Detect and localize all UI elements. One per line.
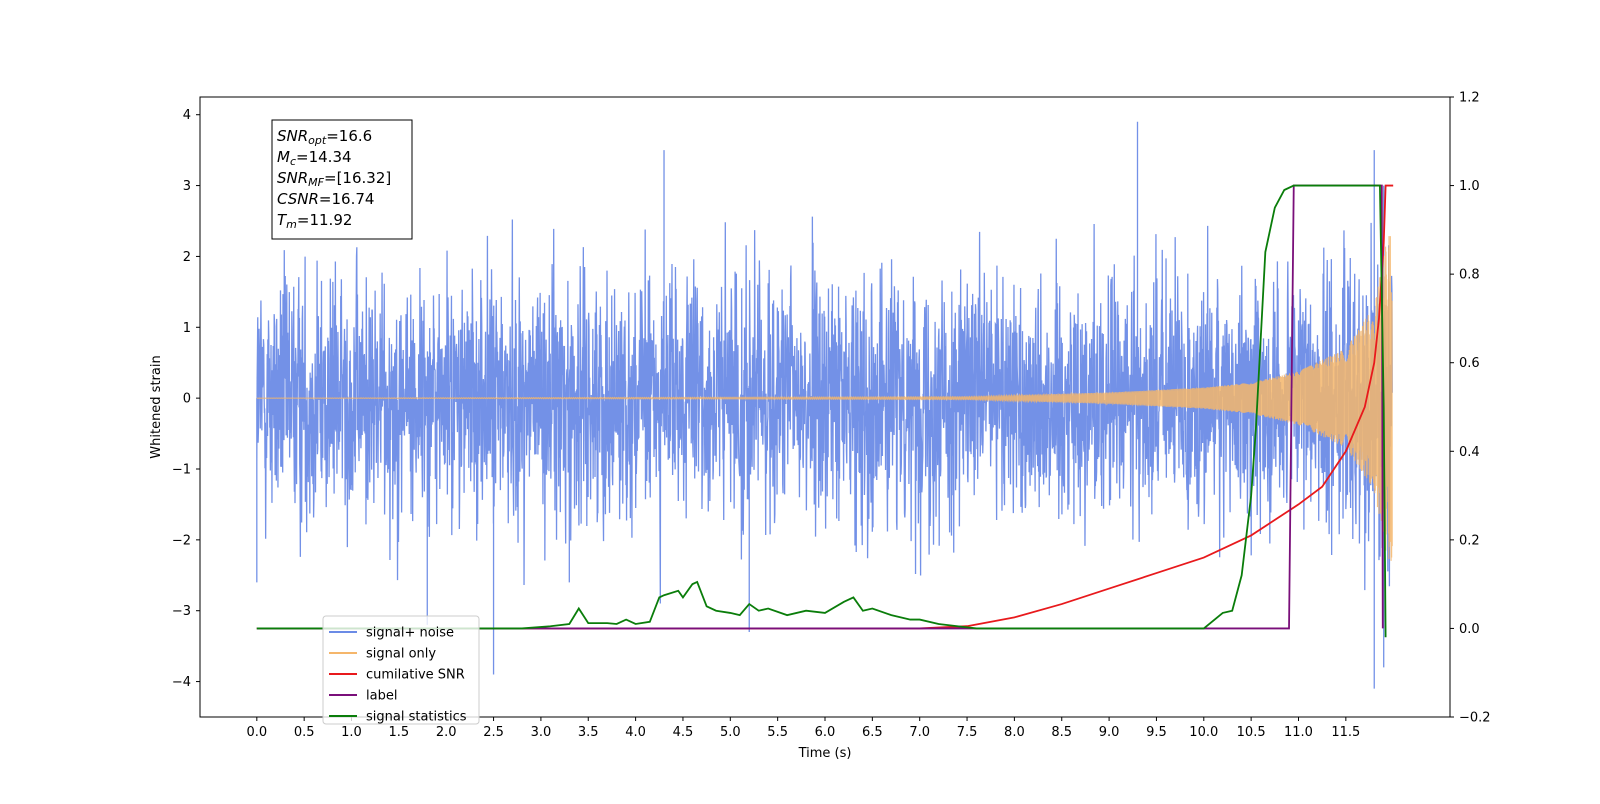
y-axis-label: Whitened strain bbox=[149, 355, 164, 458]
annotation-line: Tm=11.92 bbox=[277, 211, 352, 231]
x-tick-label: 8.0 bbox=[1004, 725, 1025, 740]
annotation-box: SNRopt=16.6Mc=14.34SNRMF=[16.32]CSNR=16.… bbox=[271, 119, 413, 240]
x-tick-label: 6.0 bbox=[815, 725, 836, 740]
legend-label: label bbox=[366, 689, 397, 704]
y2-tick-label: 0.4 bbox=[1459, 445, 1480, 460]
legend: signal+ noise signal only cumilative SNR la… bbox=[322, 615, 480, 725]
x-tick-label: 8.5 bbox=[1051, 725, 1072, 740]
y-tick-label: 2 bbox=[183, 250, 191, 265]
y2-tick-label: 1.2 bbox=[1459, 91, 1480, 106]
y2-tick-label: 0.2 bbox=[1459, 533, 1480, 548]
x-tick-label: 1.0 bbox=[341, 725, 362, 740]
x-tick-label: 9.5 bbox=[1146, 725, 1167, 740]
x-tick-label: 7.0 bbox=[909, 725, 930, 740]
y-tick-label: −1 bbox=[172, 463, 191, 478]
y-tick-label: 3 bbox=[183, 179, 191, 194]
x-tick-label: 1.5 bbox=[389, 725, 410, 740]
legend-signal-statistics: signal statistics bbox=[366, 710, 467, 725]
x-tick-label: 5.5 bbox=[767, 725, 788, 740]
y2-tick-label: 1.0 bbox=[1459, 179, 1480, 194]
annotation-line: CSNR=16.74 bbox=[277, 190, 374, 208]
x-tick-label: 4.5 bbox=[673, 725, 694, 740]
x-tick-label: 11.5 bbox=[1331, 725, 1360, 740]
y2-tick-label: −0.2 bbox=[1459, 711, 1491, 726]
y-tick-label: −4 bbox=[172, 675, 191, 690]
x-tick-label: 7.5 bbox=[957, 725, 978, 740]
x-tick-label: 11.0 bbox=[1284, 725, 1313, 740]
y-tick-label: 0 bbox=[183, 392, 191, 407]
series-signal-noise bbox=[256, 121, 1393, 689]
x-tick-label: 10.5 bbox=[1237, 725, 1266, 740]
axis-layer: 0.0 0.5 1.0 1.5 2.0 2.5 3.0 3.5 4.0 4.5 5.0 5.5 6.0 6… bbox=[172, 91, 1491, 741]
y-tick-label: −3 bbox=[172, 604, 191, 619]
annotation-line: SNRMF=[16.32] bbox=[277, 169, 391, 189]
annotation-line: Mc=14.34 bbox=[277, 148, 352, 168]
x-tick-label: 4.0 bbox=[625, 725, 646, 740]
y-tick-label: 1 bbox=[183, 321, 191, 336]
y2-tick-label: 0.8 bbox=[1459, 268, 1480, 283]
series-cumulative-snr bbox=[256, 184, 1394, 630]
y2-tick-label: 0.6 bbox=[1459, 356, 1480, 371]
legend-signal-noise: signal+ noise bbox=[366, 626, 454, 641]
x-tick-label: 6.5 bbox=[862, 725, 883, 740]
series-layer bbox=[256, 121, 1394, 689]
x-tick-label: 2.0 bbox=[436, 725, 457, 740]
x-tick-label: 0.0 bbox=[246, 725, 267, 740]
x-tick-label: 2.5 bbox=[483, 725, 504, 740]
y2-tick-label: 0.0 bbox=[1459, 622, 1480, 637]
series-signal-statistics bbox=[256, 184, 1387, 638]
legend-signal-only: signal only bbox=[366, 647, 436, 662]
x-tick-label: 3.5 bbox=[578, 725, 599, 740]
y-tick-label: −2 bbox=[172, 533, 191, 548]
annotation-line: SNRopt=16.6 bbox=[277, 127, 372, 147]
x-axis-label: Time (s) bbox=[798, 746, 852, 761]
x-tick-label: 10.0 bbox=[1189, 725, 1218, 740]
x-tick-label: 0.5 bbox=[294, 725, 315, 740]
legend-cumulative-snr: cumilative SNR bbox=[366, 668, 465, 683]
x-tick-label: 5.0 bbox=[720, 725, 741, 740]
y-tick-label: 4 bbox=[183, 108, 191, 123]
series-signal-only bbox=[256, 236, 1393, 561]
x-tick-label: 3.0 bbox=[531, 725, 552, 740]
x-tick-label: 9.0 bbox=[1099, 725, 1120, 740]
